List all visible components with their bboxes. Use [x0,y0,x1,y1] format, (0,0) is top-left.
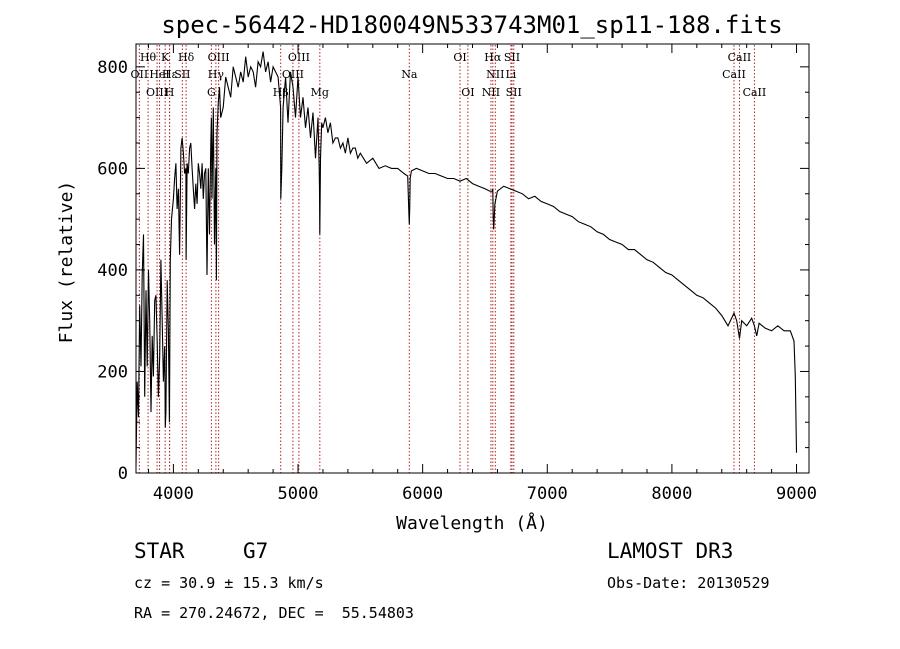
x-tick-label: 5000 [278,484,319,504]
y-tick-label: 0 [118,464,128,484]
line-label: OI [461,86,474,99]
coordinates: RA = 270.24672, DEC = 55.54803 [134,604,414,622]
line-label: NII [482,86,500,99]
line-label: OIII [146,86,168,99]
line-label: OII [131,68,149,81]
x-axis: 4000 5000 6000 7000 8000 9000 [147,44,817,504]
redshift-readout: cz = 30.9 ± 15.3 km/s [134,574,324,592]
line-label: Hε [162,68,178,81]
line-label: SII [506,86,522,99]
line-label: Li [505,68,516,81]
object-class: STAR [134,539,185,563]
line-label: NII [486,68,504,81]
x-tick-label: 6000 [402,484,443,504]
line-label: G [207,86,216,99]
line-label: SII [504,51,520,64]
line-label: Mg [311,86,329,99]
line-label: CaII [722,68,746,81]
y-tick-label: 600 [97,159,128,179]
spectrum-line [135,51,798,466]
obs-date: Obs-Date: 20130529 [607,574,770,592]
line-label: Hθ [140,51,157,64]
x-tick-label: 7000 [527,484,568,504]
x-axis-label: Wavelength (Å) [396,512,548,534]
line-label: K [161,51,170,64]
line-label: HeI [149,68,169,81]
x-tick-label: 9000 [776,484,817,504]
line-label: OIII [208,51,230,64]
object-subclass: G7 [243,539,269,563]
spectral-line-markers [138,45,755,473]
line-label: H [165,86,175,99]
x-tick-label: 8000 [651,484,692,504]
line-label: SII [174,68,190,81]
line-label: OIII [288,51,310,64]
x-tick-label: 4000 [153,484,194,504]
y-tick-label: 400 [97,261,128,281]
y-tick-label: 800 [97,58,128,78]
line-label: Hγ [208,68,225,81]
line-label: CaII [728,51,752,64]
chart-title: spec-56442-HD180049N533743M01_sp11-188.f… [161,11,782,39]
plot-frame [135,43,810,474]
y-axis-label: Flux (relative) [56,181,77,344]
line-label: Hδ [178,51,195,64]
y-tick-label: 200 [97,362,128,382]
line-label: Hα [484,51,502,64]
line-label: OI [453,51,466,64]
line-label: CaII [743,86,767,99]
y-axis: 0 200 400 600 800 [97,58,809,484]
line-label: Na [401,68,418,81]
survey-name: LAMOST DR3 [607,539,734,563]
